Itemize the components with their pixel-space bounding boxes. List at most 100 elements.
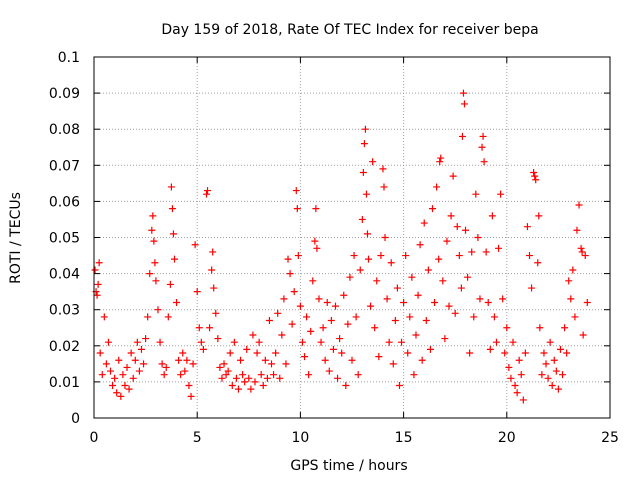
data-point	[329, 345, 337, 353]
data-point	[581, 252, 589, 260]
data-point	[100, 313, 108, 321]
data-point	[96, 349, 104, 357]
x-axis-label: GPS time / hours	[290, 458, 407, 474]
data-point	[204, 187, 212, 195]
data-point	[418, 356, 426, 364]
data-point	[259, 382, 267, 390]
data-point	[410, 371, 418, 379]
data-point	[137, 345, 145, 353]
data-point	[523, 223, 531, 231]
data-point	[565, 277, 573, 285]
data-point	[449, 172, 457, 180]
data-point	[484, 298, 492, 306]
data-point	[272, 349, 280, 357]
data-point	[436, 158, 444, 166]
data-point	[381, 234, 389, 241]
data-point	[507, 374, 515, 382]
data-point	[278, 331, 286, 339]
data-point	[460, 100, 468, 108]
data-point	[280, 295, 288, 303]
data-point	[119, 371, 127, 379]
data-point	[499, 295, 507, 303]
data-point	[183, 356, 191, 364]
data-point	[354, 371, 362, 379]
y-tick-label: 0.08	[49, 122, 80, 138]
data-point	[125, 385, 133, 393]
data-point	[148, 226, 156, 234]
data-point	[385, 338, 393, 346]
data-point	[474, 234, 482, 241]
data-point	[447, 212, 455, 220]
data-point	[573, 226, 581, 234]
data-point	[342, 382, 350, 390]
data-point	[367, 302, 375, 310]
data-point	[144, 313, 152, 321]
data-point	[305, 371, 313, 379]
data-point	[482, 248, 490, 256]
data-point	[567, 295, 575, 303]
data-point	[123, 363, 131, 371]
data-point	[379, 165, 387, 173]
data-point	[230, 338, 238, 346]
data-point	[129, 374, 137, 382]
data-point	[164, 313, 172, 321]
data-point	[245, 374, 253, 382]
data-point	[532, 176, 540, 184]
data-point	[369, 158, 377, 166]
data-point	[168, 205, 176, 213]
data-point	[445, 302, 453, 310]
data-point	[170, 255, 178, 263]
data-point	[383, 295, 391, 303]
data-point	[472, 190, 480, 198]
data-point	[559, 371, 567, 379]
data-point	[166, 280, 174, 288]
y-tick-label: 0.09	[49, 86, 80, 102]
data-point	[398, 338, 406, 346]
data-point	[380, 183, 388, 191]
data-point	[327, 317, 335, 325]
data-point	[492, 338, 500, 346]
data-point	[540, 349, 548, 357]
data-point	[391, 317, 399, 325]
data-point	[404, 349, 412, 357]
data-point	[470, 313, 478, 321]
data-point	[169, 230, 177, 238]
data-point	[292, 187, 300, 195]
axis-ticks	[93, 56, 611, 419]
y-tick-label: 0	[71, 411, 80, 427]
data-point	[479, 132, 487, 140]
y-tick-label: 0.03	[49, 303, 80, 319]
data-point	[462, 226, 470, 234]
data-point	[443, 237, 451, 245]
data-point	[356, 266, 364, 274]
data-point	[490, 313, 498, 321]
data-point	[468, 248, 476, 256]
data-point	[237, 356, 245, 364]
data-point	[509, 338, 517, 346]
data-point	[121, 382, 129, 390]
y-axis-label: ROTI / TECUs	[8, 192, 24, 284]
data-point	[395, 382, 403, 390]
data-point	[578, 248, 586, 256]
data-point	[546, 338, 554, 346]
data-point	[185, 382, 193, 390]
data-point	[313, 244, 321, 252]
data-point	[152, 277, 160, 285]
data-point	[181, 367, 189, 375]
data-point	[284, 255, 292, 263]
data-point	[530, 169, 538, 177]
data-point	[513, 389, 521, 397]
data-point	[162, 363, 170, 371]
data-point	[214, 335, 222, 343]
data-point	[542, 360, 550, 368]
data-point	[191, 241, 199, 249]
data-point	[98, 371, 106, 379]
data-point	[247, 385, 255, 393]
data-point	[497, 190, 505, 198]
data-point	[435, 255, 443, 263]
data-point	[571, 313, 579, 321]
data-point	[544, 374, 552, 382]
data-point	[488, 212, 496, 220]
data-point	[113, 389, 121, 397]
data-point	[177, 371, 185, 379]
